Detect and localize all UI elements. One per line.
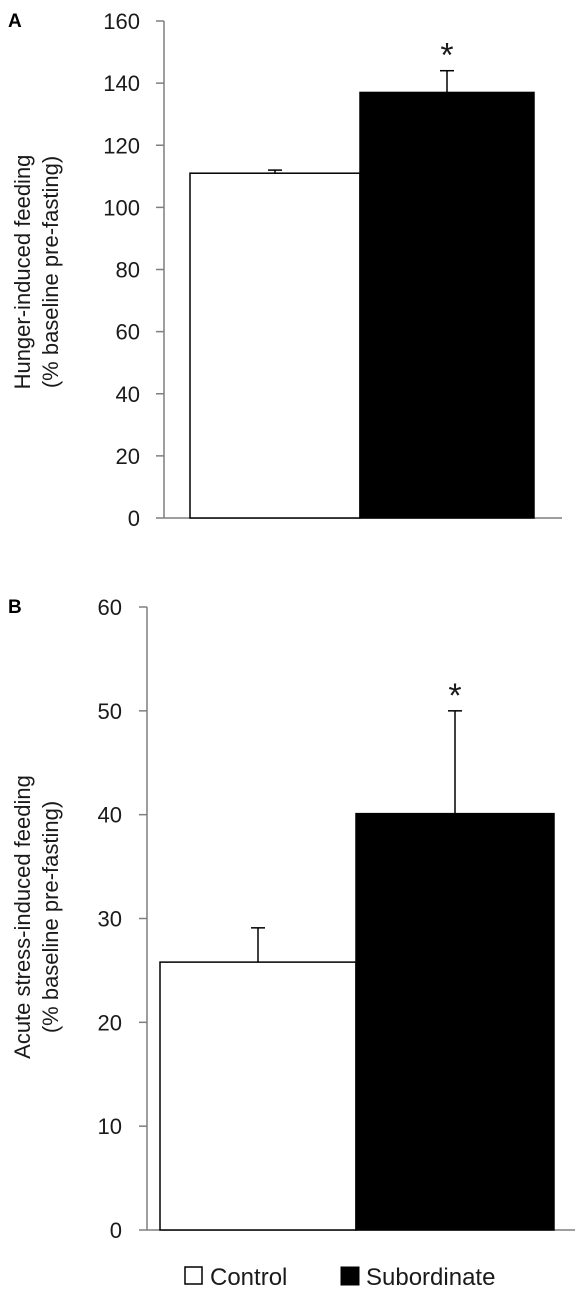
panel-a-y-tick-label: 40 — [116, 382, 140, 407]
panel-a-bar-subordinate — [359, 91, 535, 519]
panel-b-y-tick-label: 30 — [98, 907, 122, 932]
panel-a-y-tick-label: 80 — [116, 258, 140, 283]
panel-b-y-tick-label: 20 — [98, 1010, 122, 1035]
panel-a-significance-star: * — [440, 37, 453, 75]
panel-b-bar-subordinate — [355, 812, 555, 1231]
legend-swatch-control — [184, 1266, 203, 1285]
panel-a: A Hunger-induced feeding (% baseline pre… — [8, 9, 562, 531]
panel-b-y-tick-label: 50 — [98, 699, 122, 724]
panel-b-ylabel-line1: Acute stress-induced feeding — [10, 775, 35, 1059]
legend-label-control: Control — [210, 1264, 287, 1291]
panel-a-plot: 0 20 40 60 80 100 120 140 160 * — [103, 9, 562, 531]
panel-b-bar-control — [159, 961, 357, 1231]
panel-a-y-tick-label: 160 — [103, 9, 140, 34]
panel-b: B Acute stress-induced feeding (% baseli… — [8, 595, 575, 1243]
panel-a-y-tick-label: 60 — [116, 320, 140, 345]
legend: Control Subordinate — [184, 1264, 495, 1291]
panel-b-plot: 0 10 20 30 40 50 60 * — [98, 595, 575, 1243]
panel-b-y-tick-label: 60 — [98, 595, 122, 620]
panel-a-ylabel-line2: (% baseline pre-fasting) — [38, 156, 63, 388]
panel-a-y-tick-label: 20 — [116, 444, 140, 469]
panel-b-ylabel-line2: (% baseline pre-fasting) — [38, 801, 63, 1033]
panel-b-y-tick-label: 40 — [98, 803, 122, 828]
legend-swatch-subordinate — [340, 1266, 360, 1286]
panel-a-y-tick-label: 100 — [103, 195, 140, 220]
panel-a-bar-control — [189, 172, 361, 519]
panel-a-letter: A — [8, 11, 22, 32]
legend-label-subordinate: Subordinate — [366, 1264, 495, 1291]
panel-a-y-tick-label: 140 — [103, 71, 140, 96]
panel-b-significance-star: * — [448, 677, 461, 715]
panel-b-y-tick-label: 10 — [98, 1114, 122, 1139]
panel-a-ylabel-line1: Hunger-induced feeding — [10, 155, 35, 390]
panel-b-letter: B — [8, 597, 22, 618]
panel-b-y-tick-label: 0 — [110, 1218, 122, 1243]
panel-a-y-tick-label: 120 — [103, 133, 140, 158]
panel-a-y-tick-label: 0 — [128, 506, 140, 531]
